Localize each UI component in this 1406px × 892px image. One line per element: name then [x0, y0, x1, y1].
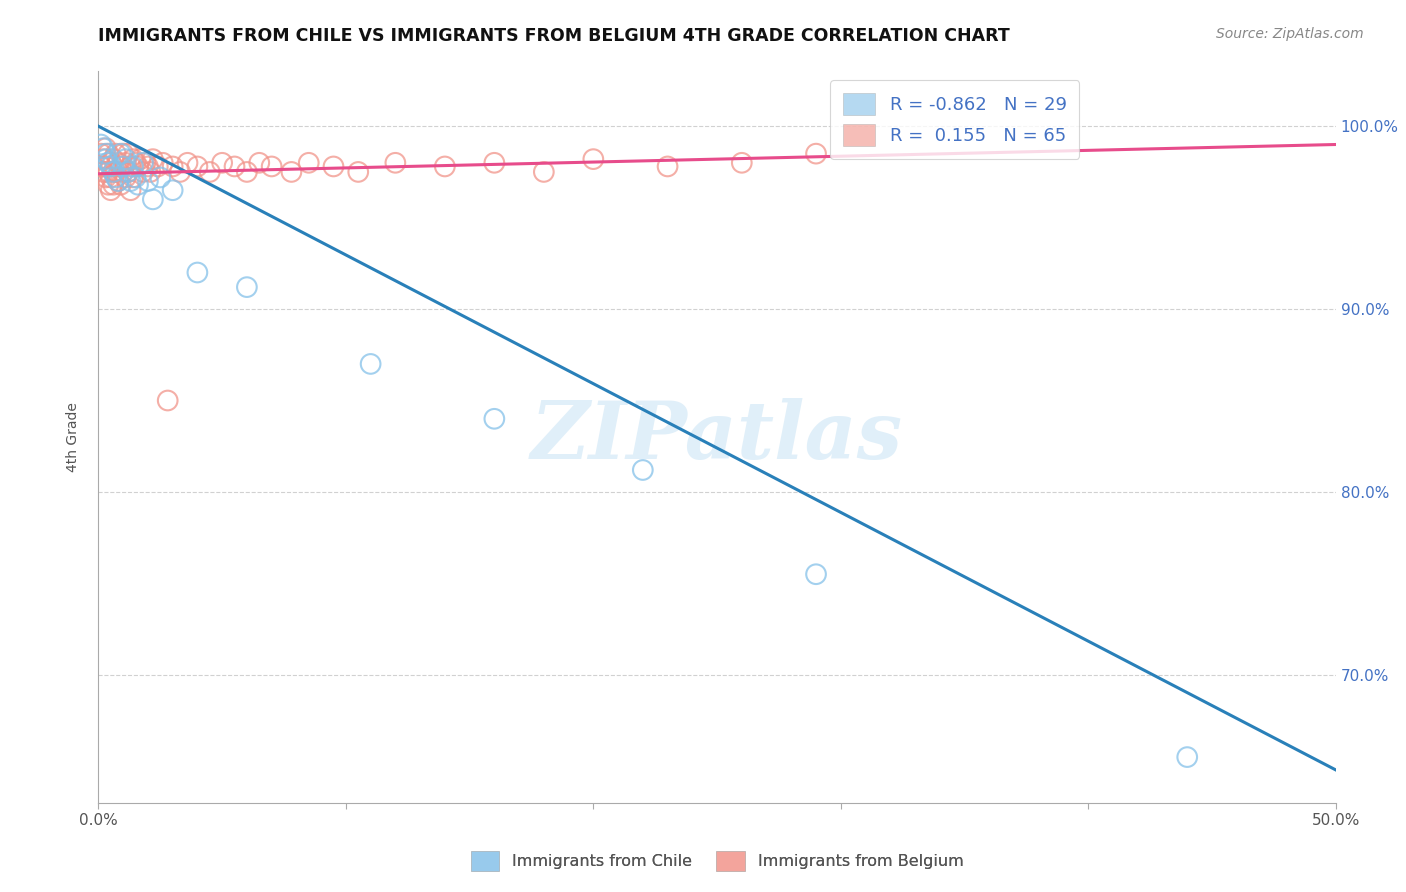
Point: [117, 146, 139, 161]
Point: [93, 165, 115, 179]
Point: [132, 165, 155, 179]
Point: [186, 265, 208, 279]
Point: [136, 160, 159, 174]
Point: [804, 567, 827, 582]
Point: [103, 178, 125, 192]
Point: [127, 160, 149, 174]
Point: [114, 170, 136, 185]
Point: [104, 146, 127, 161]
Point: [149, 170, 172, 185]
Point: [100, 160, 122, 174]
Point: [1175, 750, 1198, 764]
Point: [134, 155, 156, 169]
Point: [236, 165, 259, 179]
Point: [112, 165, 135, 179]
Point: [142, 192, 165, 206]
Point: [142, 152, 165, 166]
Point: [484, 411, 506, 425]
Point: [804, 146, 827, 161]
Point: [169, 165, 191, 179]
Point: [103, 165, 125, 179]
Point: [97, 178, 120, 192]
Point: [322, 160, 344, 174]
Point: [162, 160, 184, 174]
Point: [107, 155, 129, 169]
Point: [94, 141, 117, 155]
Point: [103, 152, 125, 166]
Point: [139, 165, 162, 179]
Point: [90, 160, 112, 174]
Point: [120, 160, 142, 174]
Point: [260, 160, 283, 174]
Point: [104, 165, 127, 179]
Point: [162, 183, 184, 197]
Point: [247, 155, 270, 169]
Point: [94, 160, 117, 174]
Point: [211, 155, 233, 169]
Point: [582, 152, 605, 166]
Point: [146, 160, 169, 174]
Point: [110, 178, 132, 192]
Point: [657, 160, 679, 174]
Point: [117, 165, 139, 179]
Point: [122, 160, 145, 174]
Point: [124, 155, 146, 169]
Point: [117, 165, 139, 179]
Point: [112, 146, 135, 161]
Point: [298, 155, 321, 169]
Point: [280, 165, 302, 179]
Point: [731, 155, 754, 169]
Point: [236, 280, 259, 294]
Point: [384, 155, 406, 169]
Point: [124, 170, 146, 185]
Y-axis label: 4th Grade: 4th Grade: [66, 402, 80, 472]
Point: [100, 183, 122, 197]
Point: [347, 165, 370, 179]
Point: [120, 183, 142, 197]
Point: [152, 155, 174, 169]
Point: [122, 152, 145, 166]
Point: [94, 146, 117, 161]
Point: [114, 152, 136, 166]
Point: [631, 463, 654, 477]
Point: [484, 155, 506, 169]
Point: [100, 170, 122, 185]
Text: IMMIGRANTS FROM CHILE VS IMMIGRANTS FROM BELGIUM 4TH GRADE CORRELATION CHART: IMMIGRANTS FROM CHILE VS IMMIGRANTS FROM…: [98, 27, 1010, 45]
Point: [176, 155, 198, 169]
Point: [120, 174, 142, 188]
Point: [156, 393, 179, 408]
Point: [97, 146, 120, 161]
Point: [93, 152, 115, 166]
Point: [122, 170, 145, 185]
Point: [93, 141, 115, 155]
Point: [107, 174, 129, 188]
Text: ZIPatlas: ZIPatlas: [531, 399, 903, 475]
Point: [433, 160, 456, 174]
Point: [112, 160, 135, 174]
Point: [97, 155, 120, 169]
Point: [186, 160, 208, 174]
Point: [90, 137, 112, 152]
Point: [103, 165, 125, 179]
Point: [94, 152, 117, 166]
Point: [110, 146, 132, 161]
Point: [100, 155, 122, 169]
Point: [132, 155, 155, 169]
Point: [104, 170, 127, 185]
Point: [136, 174, 159, 188]
Point: [114, 155, 136, 169]
Point: [110, 160, 132, 174]
Point: [360, 357, 382, 371]
Point: [127, 178, 149, 192]
Point: [198, 165, 221, 179]
Legend: Immigrants from Chile, Immigrants from Belgium: Immigrants from Chile, Immigrants from B…: [463, 844, 972, 879]
Text: Source: ZipAtlas.com: Source: ZipAtlas.com: [1216, 27, 1364, 41]
Point: [129, 152, 152, 166]
Point: [107, 174, 129, 188]
Point: [90, 146, 112, 161]
Point: [224, 160, 246, 174]
Point: [94, 170, 117, 185]
Point: [97, 165, 120, 179]
Point: [533, 165, 555, 179]
